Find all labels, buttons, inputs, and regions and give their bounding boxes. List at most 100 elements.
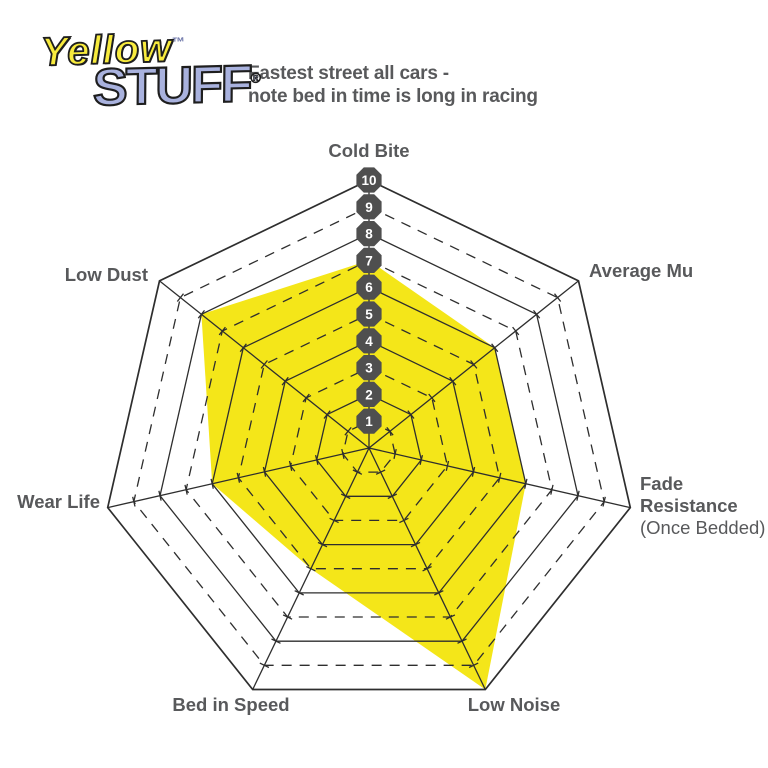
- axis-tick: [317, 541, 328, 548]
- scale-marker-label-6: 6: [365, 280, 373, 295]
- logo-yellow-word: Yellow™: [39, 25, 187, 75]
- grid-ring-10: [106, 179, 632, 691]
- axis-tick: [491, 343, 499, 353]
- axis-label-low-noise: Low Noise: [468, 694, 561, 715]
- scale-marker-6: [356, 274, 382, 300]
- grid-ring-5: [237, 313, 501, 570]
- axis-tick: [306, 566, 316, 572]
- axis-tick: [302, 393, 310, 403]
- axis-tick: [512, 326, 520, 336]
- axis-tick: [239, 343, 247, 353]
- axis-tick: [576, 490, 580, 501]
- scale-marker-label-10: 10: [361, 173, 376, 188]
- axis-label-wear-life: Wear Life: [17, 491, 100, 512]
- scale-marker-4: [356, 328, 382, 354]
- scale-marker-3: [356, 355, 382, 381]
- axis-tick: [341, 448, 345, 459]
- chart-title-line1: Fastest street all cars -: [248, 63, 449, 84]
- scale-marker-1: [356, 408, 382, 434]
- axis-tick: [532, 309, 541, 319]
- logo-yellow-text: Yellow: [39, 25, 173, 75]
- axis-tick: [419, 454, 424, 465]
- scale-marker-label-5: 5: [365, 307, 373, 322]
- data-polygon: [201, 260, 526, 690]
- axis-tick: [387, 493, 398, 500]
- grid-ring-7: [185, 259, 553, 618]
- axis-label-low-dust: Low Dust: [65, 264, 148, 285]
- scale-marker-9: [356, 194, 382, 220]
- registered-symbol: ®: [250, 69, 261, 86]
- axis-tick: [470, 360, 478, 369]
- axis-tick: [210, 478, 214, 489]
- axis-tick: [386, 426, 394, 436]
- axis-tick: [176, 293, 185, 302]
- axis-label-text: Low Noise: [468, 694, 561, 715]
- axis-tick: [524, 478, 528, 489]
- axis-tick: [197, 309, 206, 319]
- axis-label-text: Low Dust: [65, 264, 148, 285]
- axis-tick: [281, 376, 289, 386]
- axis-tick: [449, 376, 457, 386]
- axis-tick: [550, 484, 554, 495]
- axis-tick: [445, 460, 450, 471]
- axis-label-text: Average Mu: [589, 260, 693, 281]
- axis-tick: [471, 466, 476, 477]
- axis-tick: [259, 662, 270, 669]
- axis-tick: [288, 460, 293, 471]
- scale-marker-label-3: 3: [365, 361, 373, 376]
- grid-ring-8: [159, 232, 579, 642]
- scale-marker-2: [356, 381, 382, 407]
- axis-tick: [262, 466, 267, 477]
- scale-marker-label-8: 8: [365, 227, 373, 242]
- axis-tick: [407, 410, 415, 419]
- axis-sublabel-text: (Once Bedded): [640, 517, 765, 538]
- scale-marker-7: [356, 247, 382, 273]
- axis-label-text: Fade: [640, 473, 683, 494]
- axis-tick: [344, 426, 352, 436]
- scale-marker-label-2: 2: [365, 387, 373, 402]
- axis-label-text: Cold Bite: [328, 140, 409, 161]
- scale-marker-5: [356, 301, 382, 327]
- axis-tick: [132, 496, 136, 507]
- axis-tick: [218, 326, 226, 336]
- axis-tick: [294, 590, 304, 596]
- axis-tick: [497, 472, 502, 483]
- grid-ring-2: [315, 393, 423, 497]
- axis-tick: [352, 469, 363, 475]
- axis-tick: [271, 638, 281, 644]
- axis-label-text: Resistance: [640, 495, 738, 516]
- axis-tick: [422, 566, 432, 572]
- axis-tick: [468, 662, 479, 669]
- axis-tick: [340, 493, 351, 500]
- axis-tick: [553, 293, 562, 302]
- axis-tick: [375, 469, 386, 475]
- grid-ring-4: [263, 340, 475, 546]
- axis-label-text: Wear Life: [17, 491, 100, 512]
- grid-ring-1: [342, 420, 396, 473]
- scale-marker-8: [356, 221, 382, 247]
- axis-tick: [184, 484, 188, 495]
- axis-tick: [399, 517, 409, 524]
- axis-label-bed-in-speed: Bed in Speed: [172, 694, 289, 715]
- scale-marker-label-7: 7: [365, 253, 373, 268]
- scale-marker-label-9: 9: [365, 200, 373, 215]
- axis-tick: [260, 360, 268, 369]
- scale-marker-10: [356, 167, 382, 193]
- axis-tick: [314, 454, 319, 465]
- axis-tick: [602, 496, 606, 507]
- axis-tick: [393, 448, 397, 459]
- axis-tick: [282, 614, 293, 620]
- chart-title-line2: note bed in time is long in racing: [248, 86, 538, 107]
- axis-tick: [236, 472, 241, 483]
- grid-ring-3: [289, 366, 449, 522]
- axis-tick: [329, 517, 339, 524]
- scale-marker-label-1: 1: [365, 414, 373, 429]
- scale-marker-label-4: 4: [365, 334, 373, 349]
- axis-tick: [457, 638, 467, 644]
- axis-tick: [158, 490, 162, 501]
- grid-ring-6: [211, 286, 527, 594]
- axis-label-cold-bite: Cold Bite: [328, 140, 409, 161]
